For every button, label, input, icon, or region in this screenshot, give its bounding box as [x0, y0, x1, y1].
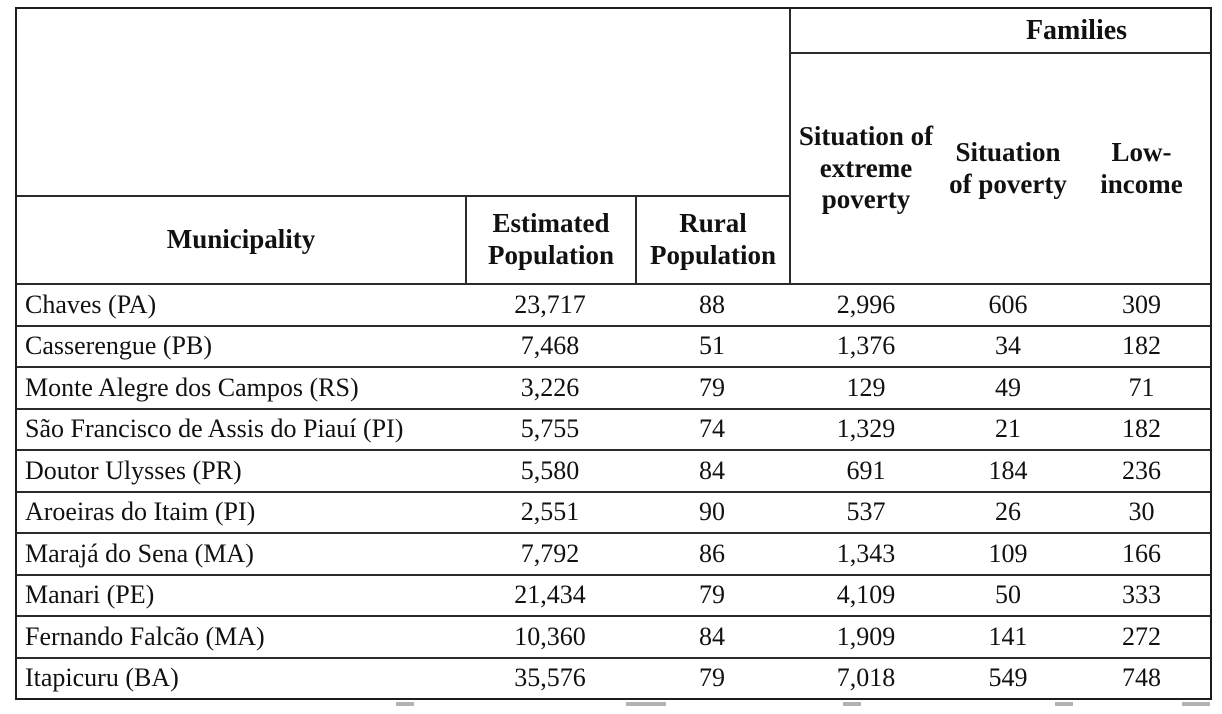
extreme-poverty-cell: 129: [846, 372, 886, 402]
scan-artifact-tick: [1055, 702, 1073, 706]
table-row: Itapicuru (BA) 35,576 79 7,018 549 748: [17, 656, 1210, 699]
extreme-poverty-cell: 691: [846, 455, 886, 485]
rural-population-cell: 79: [699, 372, 725, 402]
header-bottom-border: [17, 283, 1210, 285]
scan-artifact-tick: [396, 702, 414, 706]
rural-population-cell: 74: [699, 414, 725, 444]
table-row: Doutor Ulysses (PR) 5,580 84 691 184 236: [17, 449, 1210, 491]
table-row: Chaves (PA) 23,717 88 2,996 606 309: [17, 285, 1210, 325]
low-income-cell: 236: [1122, 455, 1161, 485]
extreme-poverty-cell: 1,343: [836, 538, 896, 568]
rural-population-cell: 79: [699, 663, 725, 693]
low-income-cell: 182: [1122, 414, 1161, 444]
low-income-cell: 748: [1122, 663, 1161, 693]
poverty-header-label: Situation of poverty: [949, 136, 1067, 199]
poverty-cell: 141: [988, 621, 1028, 651]
poverty-cell: 184: [988, 455, 1028, 485]
municipality-header: Municipality: [17, 197, 465, 283]
estimated-population-cell: 5,580: [520, 455, 580, 485]
municipality-cell: Aroeiras do Itaim (PI): [25, 497, 256, 527]
low-income-header: Low-income: [1073, 137, 1210, 201]
table-body: Chaves (PA) 23,717 88 2,996 606 309 Cass…: [17, 285, 1210, 698]
municipality-cell: Fernando Falcão (MA): [25, 621, 265, 651]
rural-population-cell: 84: [699, 455, 725, 485]
rural-population-cell: 51: [699, 331, 725, 361]
table-row: Monte Alegre dos Campos (RS) 3,226 79 12…: [17, 366, 1210, 408]
municipality-cell: Monte Alegre dos Campos (RS): [25, 372, 359, 402]
poverty-cell: 50: [995, 580, 1021, 610]
table-row: São Francisco de Assis do Piauí (PI) 5,7…: [17, 407, 1210, 450]
estimated-population-cell: 21,434: [514, 580, 586, 610]
extreme-poverty-cell: 2,996: [836, 289, 896, 319]
estimated-population-cell: 3,226: [520, 372, 580, 402]
municipality-cell: Itapicuru (BA): [25, 663, 179, 693]
rural-population-header-label: Rural Population: [649, 208, 777, 270]
low-income-cell: 166: [1122, 538, 1161, 568]
families-header-label: Families: [1025, 14, 1128, 46]
low-income-cell: 30: [1128, 497, 1155, 527]
families-subheaders: Situation of extreme poverty Situation o…: [789, 54, 1210, 283]
poverty-cell: 34: [995, 331, 1021, 361]
municipality-cell: Marajá do Sena (MA): [25, 538, 254, 568]
column-divider: [635, 195, 637, 283]
rural-population-header: Rural Population: [637, 197, 789, 283]
low-income-cell: 71: [1128, 372, 1155, 402]
extreme-poverty-cell: 1,329: [836, 414, 896, 444]
families-left-border: [789, 9, 791, 283]
municipality-cell: São Francisco de Assis do Piauí (PI): [25, 414, 404, 444]
table-row: Fernando Falcão (MA) 10,360 84 1,909 141…: [17, 615, 1210, 657]
table-row: Aroeiras do Itaim (PI) 2,551 90 537 26 3…: [17, 490, 1210, 533]
poverty-cell: 109: [988, 538, 1028, 568]
low-income-cell: 182: [1122, 331, 1161, 361]
rural-population-cell: 90: [699, 497, 725, 527]
estimated-population-header: Estimated Population: [467, 197, 635, 283]
municipality-cell: Casserengue (PB): [25, 331, 213, 361]
estimated-population-cell: 2,551: [520, 497, 580, 527]
table-row: Manari (PE) 21,434 79 4,109 50 333: [17, 573, 1210, 616]
estimated-population-cell: 7,468: [520, 331, 580, 361]
estimated-population-cell: 10,360: [514, 621, 586, 651]
extreme-poverty-cell: 1,376: [836, 331, 896, 361]
extreme-poverty-header-label: Situation of extreme poverty: [798, 120, 934, 215]
scan-artifact-tick: [1182, 702, 1210, 706]
municipality-cell: Chaves (PA): [25, 289, 157, 319]
poverty-header: Situation of poverty: [943, 137, 1073, 201]
extreme-poverty-cell: 537: [846, 497, 886, 527]
extreme-poverty-cell: 1,909: [836, 621, 896, 651]
families-bottom-border: [789, 52, 1210, 54]
municipality-header-label: Municipality: [166, 224, 316, 255]
table-row: Marajá do Sena (MA) 7,792 86 1,343 109 1…: [17, 532, 1210, 574]
table-row: Casserengue (PB) 7,468 51 1,376 34 182: [17, 324, 1210, 367]
left-header-top-border: [17, 195, 791, 197]
scan-artifact-tick: [626, 702, 666, 706]
families-header: Families: [789, 9, 1210, 52]
estimated-population-cell: 35,576: [514, 663, 586, 693]
estimated-population-cell: 5,755: [520, 414, 580, 444]
estimated-population-cell: 7,792: [520, 538, 580, 568]
poverty-cell: 606: [988, 289, 1028, 319]
rural-population-cell: 84: [699, 621, 725, 651]
estimated-population-header-label: Estimated Population: [487, 208, 615, 270]
low-income-cell: 333: [1122, 580, 1161, 610]
extreme-poverty-cell: 7,018: [836, 663, 896, 693]
municipality-cell: Manari (PE): [25, 580, 155, 610]
low-income-cell: 272: [1122, 621, 1161, 651]
low-income-cell: 309: [1122, 289, 1161, 319]
poverty-cell: 549: [988, 663, 1028, 693]
scan-artifact-tick: [843, 702, 861, 706]
poverty-cell: 21: [995, 414, 1021, 444]
statistics-table: Families Municipality Estimated Populati…: [15, 7, 1212, 700]
low-income-header-label: Low-income: [1100, 136, 1183, 199]
extreme-poverty-header: Situation of extreme poverty: [789, 121, 943, 217]
extreme-poverty-cell: 4,109: [836, 580, 896, 610]
poverty-cell: 49: [995, 372, 1021, 402]
poverty-cell: 26: [995, 497, 1021, 527]
estimated-population-cell: 23,717: [514, 289, 586, 319]
municipality-cell: Doutor Ulysses (PR): [25, 455, 242, 485]
column-divider: [465, 195, 467, 283]
rural-population-cell: 88: [699, 289, 725, 319]
rural-population-cell: 86: [699, 538, 725, 568]
rural-population-cell: 79: [699, 580, 725, 610]
